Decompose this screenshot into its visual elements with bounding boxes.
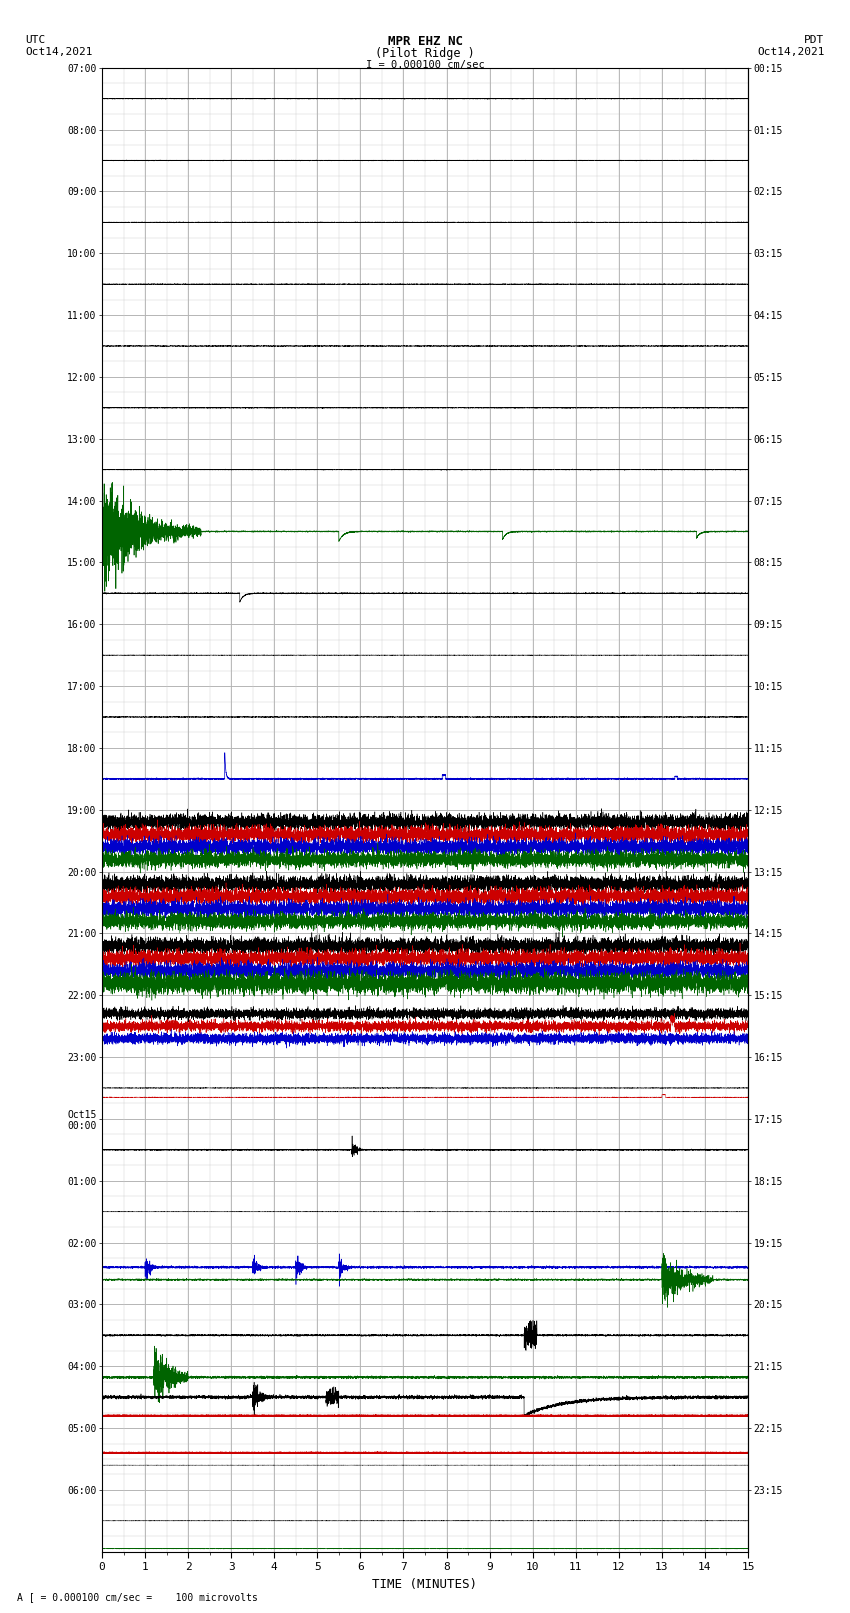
- Text: UTC: UTC: [26, 35, 46, 45]
- Text: Oct14,2021: Oct14,2021: [757, 47, 824, 56]
- Text: Oct14,2021: Oct14,2021: [26, 47, 93, 56]
- Text: I = 0.000100 cm/sec: I = 0.000100 cm/sec: [366, 60, 484, 69]
- X-axis label: TIME (MINUTES): TIME (MINUTES): [372, 1578, 478, 1590]
- Text: PDT: PDT: [804, 35, 824, 45]
- Text: (Pilot Ridge ): (Pilot Ridge ): [375, 47, 475, 60]
- Text: A [ = 0.000100 cm/sec =    100 microvolts: A [ = 0.000100 cm/sec = 100 microvolts: [17, 1592, 258, 1602]
- Text: MPR EHZ NC: MPR EHZ NC: [388, 35, 462, 48]
